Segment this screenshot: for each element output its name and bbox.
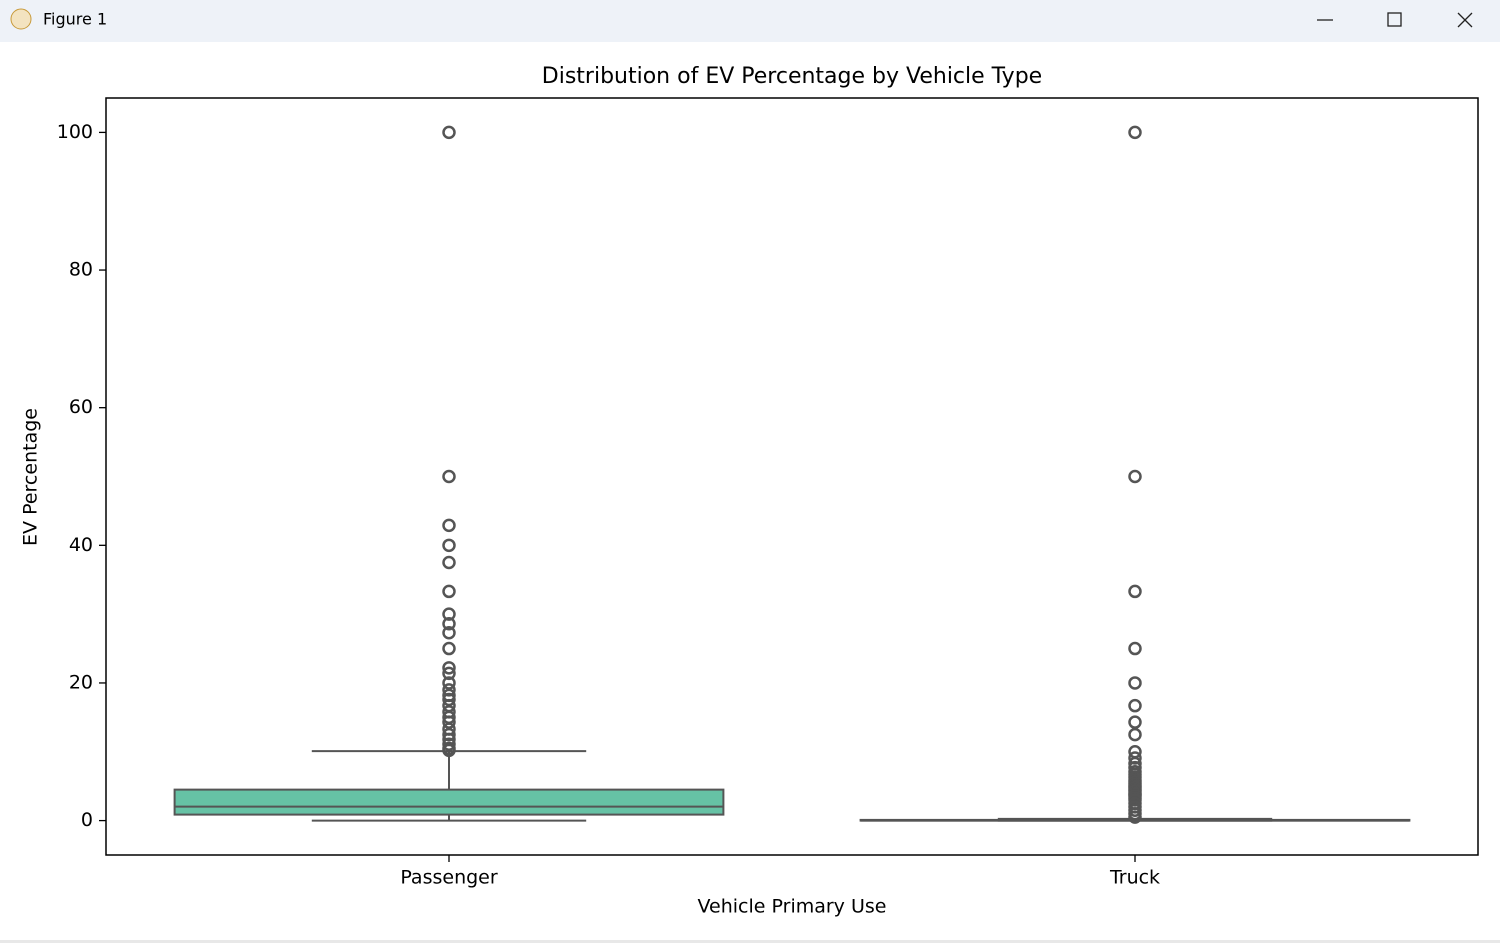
title-bar [0,0,1500,42]
outlier [442,538,456,553]
y-tick-label: 60 [69,396,93,418]
outlier [442,469,456,484]
box [173,788,725,816]
outlier [442,666,456,681]
outlier [1128,676,1142,690]
outlier [1128,715,1142,729]
y-tick-label: 80 [69,259,93,281]
outlier [1128,125,1142,140]
close-button[interactable] [1457,12,1473,28]
outlier [442,743,456,758]
outlier [442,676,456,690]
outlier [442,584,456,599]
x-tick-label: Passenger [400,867,498,889]
window-title: Figure 1 [43,10,107,29]
outlier [442,692,456,707]
outlier [1128,698,1142,713]
outlier [442,518,456,533]
outlier [442,607,456,621]
outlier [442,555,456,570]
outlier [442,625,456,640]
plot-frame [105,97,1479,856]
app-icon [10,8,32,30]
outlier [442,661,456,675]
outlier [442,641,456,656]
y-tick-label: 20 [69,671,93,693]
outlier [1128,760,1142,775]
outlier [442,683,456,697]
outlier [442,737,456,751]
outlier [1128,584,1142,599]
y-tick-label: 0 [81,809,93,831]
outlier [1128,810,1142,824]
bottom-edge [0,940,1500,943]
y-axis-label: EV Percentage [20,408,42,546]
outlier [1128,727,1142,742]
outlier [442,125,456,140]
x-axis-label: Vehicle Primary Use [698,896,887,918]
outlier [1128,641,1142,656]
y-tick-label: 40 [69,534,93,556]
maximize-button[interactable] [1387,12,1402,27]
chart-title: Distribution of EV Percentage by Vehicle… [542,64,1042,89]
x-tick-label: Truck [1109,867,1160,889]
outlier [442,727,456,742]
outlier [1128,751,1142,765]
outlier [1128,469,1142,484]
y-tick-label: 100 [57,121,93,143]
outlier [442,617,456,631]
outlier [442,715,456,729]
